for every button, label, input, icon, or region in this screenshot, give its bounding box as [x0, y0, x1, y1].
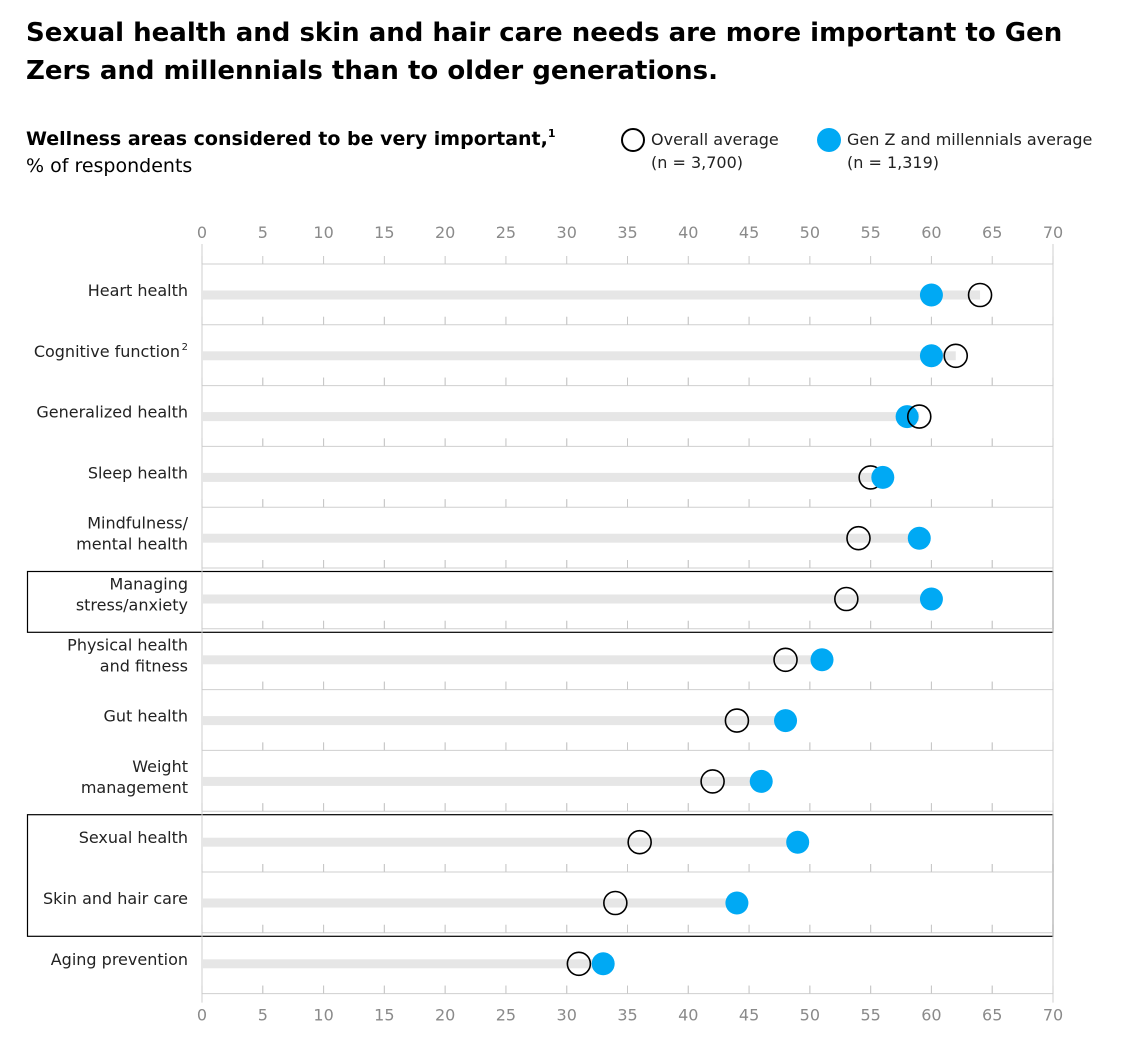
category-label: Physical health and fitness: [67, 635, 188, 675]
overall-dot: [603, 890, 628, 916]
x-tick-label-top: 50: [800, 223, 820, 242]
x-tick-label-top: 5: [258, 223, 268, 242]
overall-dot: [566, 951, 592, 977]
x-tick-label-top: 40: [678, 223, 698, 242]
genz-dot: [749, 769, 773, 793]
overall-dot: [846, 525, 871, 551]
x-tick-label-bottom: 25: [496, 1006, 516, 1025]
legend-hollow-circle-icon: [621, 128, 645, 152]
category-label: Gut health: [103, 707, 188, 726]
range-bar: [202, 716, 786, 726]
x-tick-label-top: 65: [982, 223, 1002, 242]
genz-dot: [871, 465, 895, 489]
legend-genz-n: (n = 1,319): [847, 153, 940, 172]
range-bar: [202, 351, 956, 361]
overall-dot: [906, 404, 932, 429]
range-bar: [202, 776, 762, 786]
overall-dot: [834, 586, 859, 612]
genz-dot: [810, 648, 834, 672]
x-tick-label-bottom: 10: [313, 1006, 333, 1025]
x-tick-label-bottom: 45: [739, 1006, 759, 1025]
x-tick-label-top: 10: [313, 223, 333, 242]
category-label: Managing stress/anxiety: [76, 575, 188, 615]
x-tick-label-bottom: 0: [197, 1006, 207, 1025]
range-bar: [202, 959, 604, 969]
category-label: Generalized health: [36, 403, 188, 422]
legend-genz-text: Gen Z and millennials average (n = 1,319): [847, 128, 1092, 174]
overall-dot: [773, 647, 798, 673]
x-tick-label-top: 20: [435, 223, 455, 242]
x-tick-label-bottom: 50: [800, 1006, 820, 1025]
x-tick-label-bottom: 65: [982, 1006, 1002, 1025]
genz-dot: [725, 891, 749, 915]
x-tick-label-bottom: 20: [435, 1006, 455, 1025]
x-tick-label-top: 55: [860, 223, 880, 242]
genz-dot: [907, 526, 931, 550]
range-bar: [202, 594, 932, 604]
overall-dot: [943, 343, 969, 369]
subtitle-footnote-marker: 1: [547, 127, 556, 140]
genz-dot: [919, 344, 943, 368]
x-tick-label-bottom: 30: [557, 1006, 577, 1025]
category-label: Sexual health: [79, 828, 188, 847]
genz-dot: [774, 709, 798, 733]
x-tick-label-bottom: 55: [860, 1006, 880, 1025]
category-label: Weight management: [81, 757, 188, 797]
x-tick-label-top: 30: [557, 223, 577, 242]
range-bar: [202, 472, 883, 482]
legend-genz-label: Gen Z and millennials average: [847, 130, 1093, 149]
range-bar: [202, 290, 981, 300]
x-tick-label-bottom: 40: [678, 1006, 698, 1025]
chart-title: Sexual health and skin and hair care nee…: [26, 18, 1063, 86]
overall-dot: [724, 708, 750, 733]
x-tick-label-top: 35: [617, 223, 637, 242]
overall-dot: [967, 282, 993, 308]
x-tick-label-top: 25: [496, 223, 516, 242]
range-bar: [202, 898, 737, 908]
genz-dot: [919, 283, 943, 307]
x-tick-label-top: 60: [921, 223, 941, 242]
category-label: Sleep health: [88, 463, 188, 482]
x-tick-label-bottom: 5: [258, 1006, 268, 1025]
range-bar: [202, 655, 823, 665]
legend-overall-n: (n = 3,700): [651, 153, 744, 172]
x-tick-label-top: 0: [197, 223, 207, 242]
x-tick-label-bottom: 70: [1043, 1006, 1063, 1025]
overall-dot: [627, 829, 652, 855]
legend-filled-circle-icon: [817, 128, 841, 152]
overall-dot: [700, 769, 725, 794]
x-tick-label-top: 15: [374, 223, 394, 242]
genz-dot: [919, 587, 943, 611]
category-label: Heart health: [88, 281, 188, 300]
range-bar: [202, 533, 920, 543]
x-tick-label-bottom: 35: [617, 1006, 637, 1025]
x-tick-label-top: 70: [1043, 223, 1063, 242]
legend-overall-text: Overall average (n = 3,700): [651, 128, 779, 174]
chart-subtitle-text: Wellness areas considered to be very imp…: [26, 128, 548, 150]
chart-unit-label: % of respondents: [26, 155, 193, 177]
genz-dot: [786, 830, 810, 854]
x-tick-label-top: 45: [739, 223, 759, 242]
legend-overall-label: Overall average: [651, 130, 779, 149]
chart-subtitle: Wellness areas considered to be very imp…: [26, 126, 556, 152]
category-label: Skin and hair care: [43, 889, 188, 908]
category-label: Mindfulness/mental health: [76, 514, 188, 554]
category-label: Aging prevention: [51, 950, 188, 969]
x-tick-label-bottom: 15: [374, 1006, 394, 1025]
category-label: Cognitive function 2: [34, 342, 188, 361]
range-bar: [202, 412, 920, 422]
range-bar: [202, 837, 798, 847]
x-tick-label-bottom: 60: [921, 1006, 941, 1025]
genz-dot: [591, 952, 615, 976]
